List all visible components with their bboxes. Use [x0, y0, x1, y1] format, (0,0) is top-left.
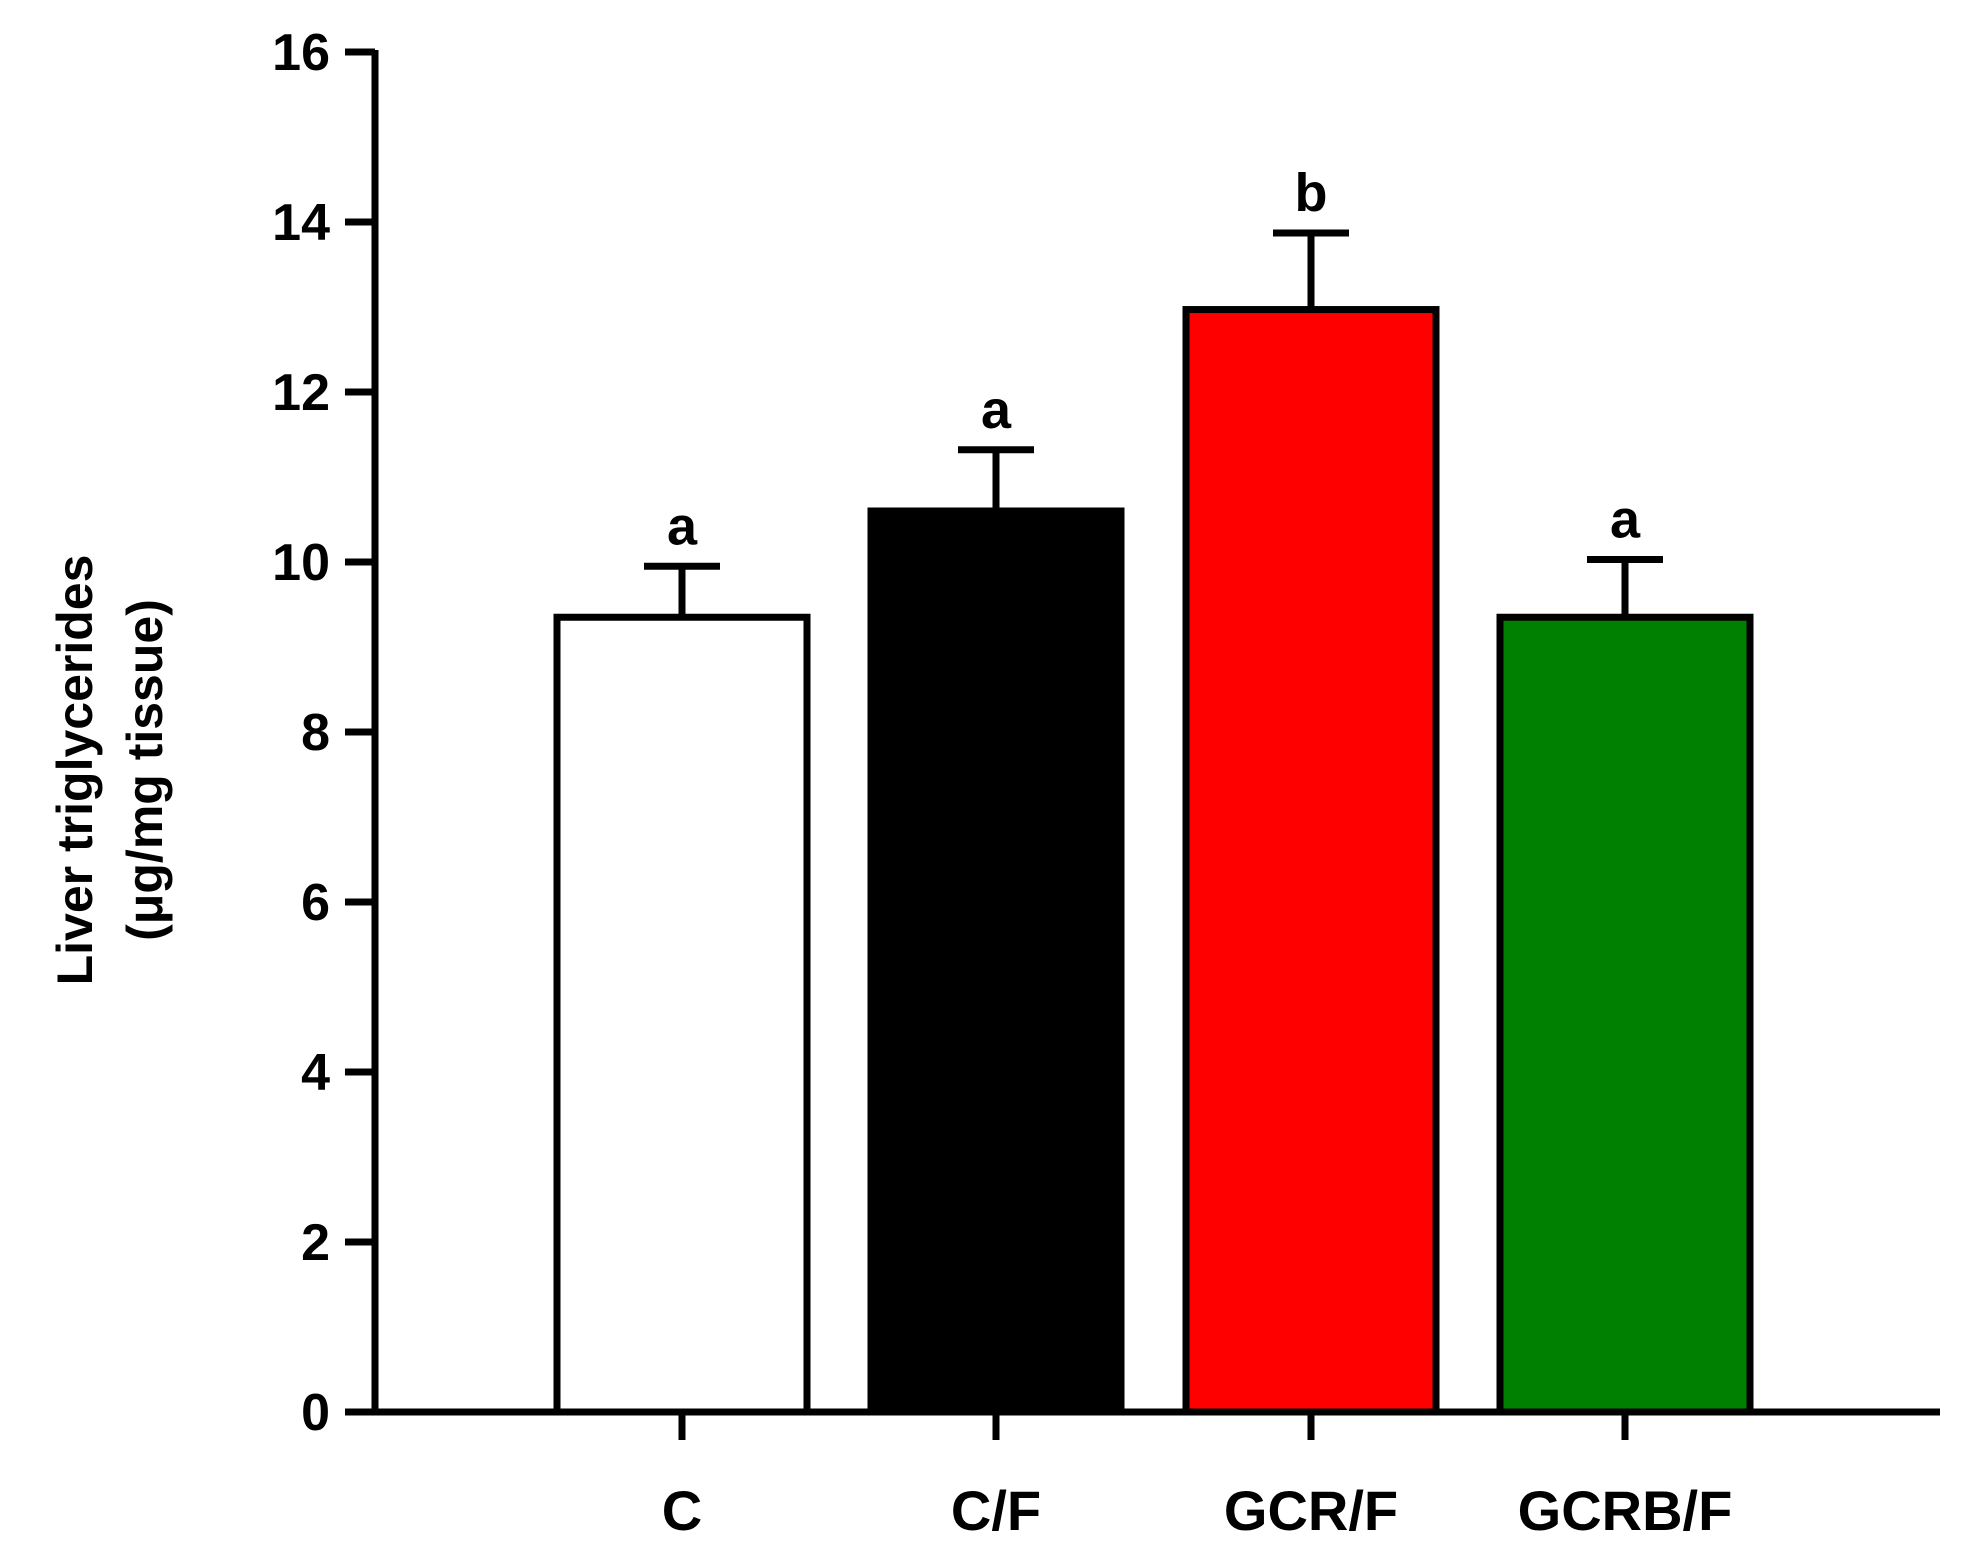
significance-label: b	[1295, 163, 1328, 223]
significance-label: a	[981, 380, 1012, 440]
y-tick-label: 8	[301, 704, 330, 762]
x-tick-label: C/F	[951, 1479, 1041, 1542]
x-tick-label: GCR/F	[1224, 1479, 1398, 1542]
y-tick-label: 10	[272, 534, 330, 592]
plot-area: a a b a 0 2 4 6 8 10 12 14 16 C C/F GCR/F GCRB/F	[272, 24, 1940, 1542]
y-tick-label: 6	[301, 874, 330, 932]
y-tick-label: 14	[272, 194, 330, 252]
bar-gcr-f	[1182, 306, 1440, 1416]
y-tick-label: 2	[301, 1214, 330, 1272]
y-tick-label: 4	[301, 1044, 330, 1102]
x-tick-label: C	[662, 1479, 702, 1542]
bar-c-f	[867, 507, 1125, 1416]
bar-c	[553, 613, 811, 1416]
significance-label: a	[667, 496, 698, 556]
y-tick-label: 12	[272, 364, 330, 422]
x-tick-label: GCRB/F	[1518, 1479, 1733, 1542]
y-axis-title-line2: (μg/mg tissue)	[117, 599, 173, 941]
y-axis-title-line1: Liver triglycerides	[47, 555, 103, 986]
y-tick-label: 0	[301, 1384, 330, 1442]
y-tick-label: 16	[272, 24, 330, 82]
bar-gcrb-f	[1496, 613, 1754, 1416]
significance-label: a	[1610, 489, 1641, 549]
y-axis-title-group: Liver triglycerides (μg/mg tissue)	[47, 555, 173, 986]
